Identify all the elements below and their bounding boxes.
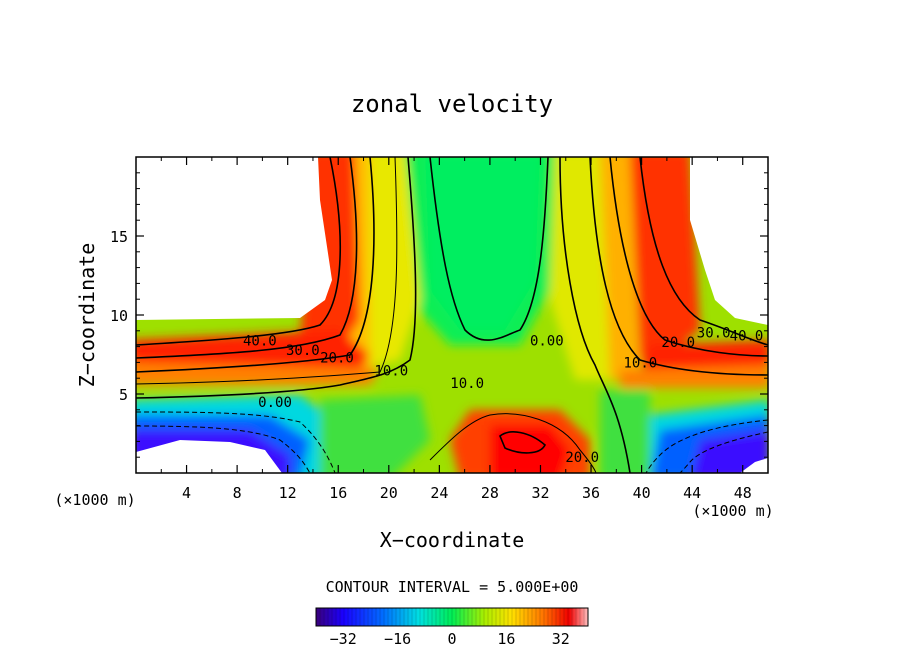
contour-lines <box>136 157 768 473</box>
y-tick-label: 5 <box>119 386 128 404</box>
contour-label: 10.0 <box>623 355 657 371</box>
contour-label: 30.0 <box>697 325 731 341</box>
x-tick-label: 32 <box>531 484 549 502</box>
x-tick-label: 4 <box>182 484 191 502</box>
contour-interval-text: CONTOUR INTERVAL = 5.000E+00 <box>326 578 579 596</box>
chart-title: zonal velocity <box>351 90 553 118</box>
mask-lower-right <box>740 458 768 473</box>
colorbar-tick-label: 32 <box>552 630 570 648</box>
contour-label: 0.00 <box>530 333 564 349</box>
contour-label: 0.00 <box>258 395 292 411</box>
contour-label: 20.0 <box>565 450 599 466</box>
mask-upper-right <box>690 157 768 325</box>
mask-upper-left <box>136 157 332 320</box>
y-tick-label: 10 <box>110 307 128 325</box>
contour-label: 40.0 <box>243 333 277 349</box>
y-axis-label: Z−coordinate <box>75 243 99 388</box>
x-tick-label: 24 <box>430 484 448 502</box>
x-tick-label: 16 <box>329 484 347 502</box>
x-tick-label: 8 <box>233 484 242 502</box>
x-axis: 4 8 12 16 20 24 28 32 36 40 44 48 <box>160 157 752 502</box>
colorbar-tick-label: 16 <box>497 630 515 648</box>
colorbar: −32 −16 0 16 32 <box>315 607 589 648</box>
x-axis-label: X−coordinate <box>380 528 525 552</box>
x-unit-right: (×1000 m) <box>692 502 773 520</box>
x-tick-label: 40 <box>633 484 651 502</box>
y-axis: 5 10 15 <box>110 172 768 458</box>
colorbar-stripes <box>319 608 585 626</box>
colorbar-tick-label: −32 <box>330 630 357 648</box>
x-tick-label: 28 <box>481 484 499 502</box>
x-tick-label: 44 <box>683 484 701 502</box>
mask-lower-left <box>136 440 282 473</box>
x-unit-left: (×1000 m) <box>54 491 135 509</box>
y-tick-label: 15 <box>110 228 128 246</box>
contour-label: 10.0 <box>374 363 408 379</box>
contour-label: 40.0 <box>730 329 764 345</box>
contour-labels: 40.030.0 20.010.00.0010.00.0010.020.030.0… <box>243 325 763 466</box>
colorbar-swatch <box>315 607 589 627</box>
x-tick-label: 12 <box>279 484 297 502</box>
contour-field <box>136 157 768 473</box>
colorbar-tick-label: 0 <box>447 630 456 648</box>
x-tick-label: 48 <box>734 484 752 502</box>
colorbar-tick-label: −16 <box>384 630 411 648</box>
x-tick-label: 20 <box>380 484 398 502</box>
contour-label: 30.0 <box>286 343 320 359</box>
contour-label: 20.0 <box>661 335 695 351</box>
contour-label: 20.0 <box>320 351 354 367</box>
contour-label: 10.0 <box>450 376 484 392</box>
colorbar-ticks: −32 −16 0 16 32 <box>330 630 570 648</box>
x-tick-label: 36 <box>582 484 600 502</box>
